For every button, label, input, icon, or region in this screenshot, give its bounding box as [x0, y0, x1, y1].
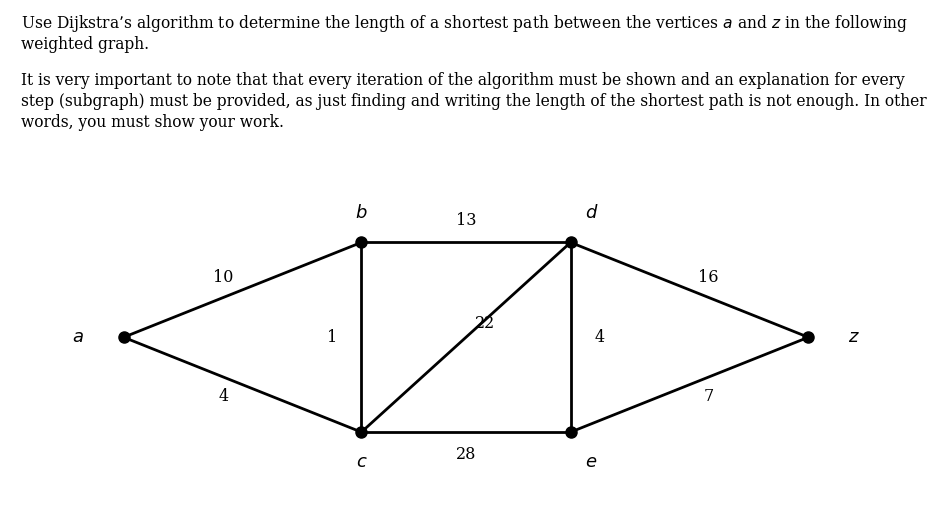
Text: $a$: $a$	[72, 328, 84, 346]
Text: 7: 7	[704, 388, 713, 405]
Text: $d$: $d$	[585, 204, 598, 222]
Text: 10: 10	[213, 269, 234, 287]
Text: 16: 16	[698, 269, 719, 287]
Text: 28: 28	[456, 446, 476, 463]
Text: 1: 1	[327, 329, 338, 346]
Text: 4: 4	[594, 329, 605, 346]
Text: $e$: $e$	[586, 453, 597, 471]
Text: $z$: $z$	[848, 328, 860, 346]
Text: It is very important to note that that every iteration of the algorithm must be : It is very important to note that that e…	[21, 72, 904, 88]
Text: 4: 4	[219, 388, 228, 405]
Text: 22: 22	[475, 315, 495, 333]
Text: weighted graph.: weighted graph.	[21, 36, 149, 53]
Text: 13: 13	[456, 212, 476, 229]
Text: $c$: $c$	[356, 453, 367, 471]
Text: words, you must show your work.: words, you must show your work.	[21, 114, 284, 131]
Text: step (subgraph) must be provided, as just finding and writing the length of the : step (subgraph) must be provided, as jus…	[21, 93, 926, 110]
Text: Use Dijkstra’s algorithm to determine the length of a shortest path between the : Use Dijkstra’s algorithm to determine th…	[21, 13, 908, 34]
Text: $b$: $b$	[355, 204, 368, 222]
